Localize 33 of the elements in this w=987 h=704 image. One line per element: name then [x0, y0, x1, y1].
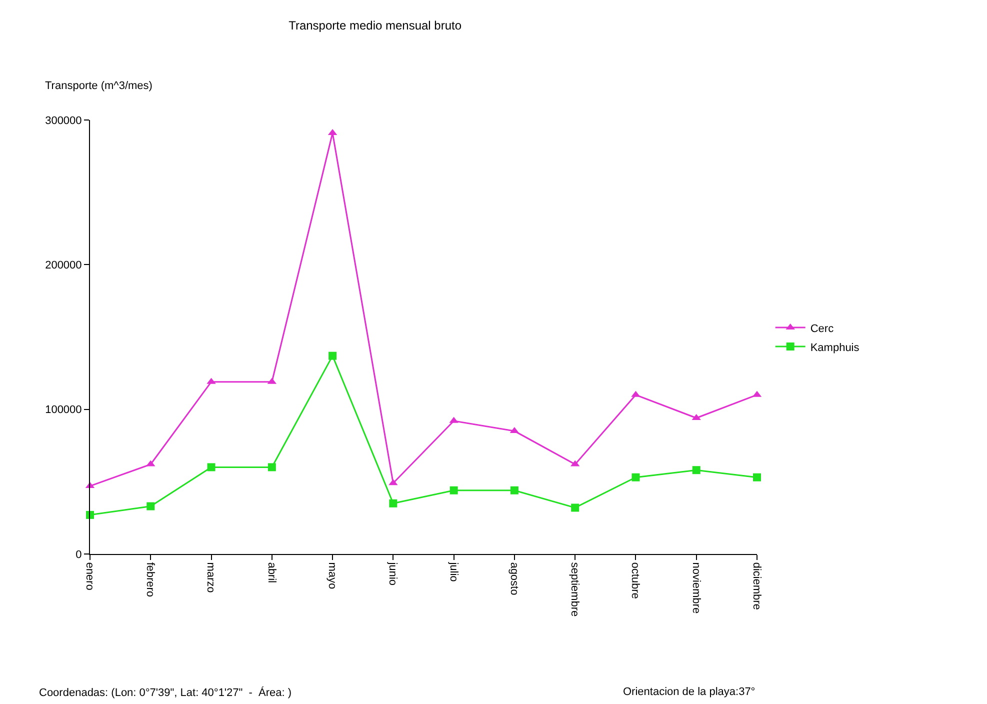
x-tick-label: diciembre [750, 562, 762, 610]
x-tick-label: marzo [204, 562, 217, 593]
point [632, 473, 640, 482]
x-tick-label: febrero [144, 562, 156, 598]
point [571, 504, 580, 512]
legend-label: Kamphuis [810, 342, 860, 354]
point [450, 486, 458, 494]
x-tick-label: julio [447, 561, 460, 582]
x-tick-label: septiembre [568, 562, 581, 617]
text: Coordenadas: (Lon: 0°7'39", Lat: 40°1'27" - Área: ) [39, 686, 292, 699]
x-tick-label: junio [386, 561, 399, 586]
legend-label: Cerc [810, 322, 834, 335]
y-tick-label: 100000 [45, 404, 82, 416]
x-tick-label: abril [265, 562, 278, 583]
point [692, 466, 700, 474]
y-tick-label: 0 [76, 548, 82, 561]
point [268, 463, 276, 472]
y-axis-title: Transporte (m^3/mes) [45, 80, 152, 92]
point [389, 499, 398, 508]
chart-title: Transporte medio mensual bruto [288, 18, 462, 33]
x-tick-label: agosto [508, 562, 520, 596]
point [510, 486, 518, 494]
point [146, 502, 155, 510]
y-tick-label: 300000 [45, 114, 82, 127]
x-tick-label: octubre [629, 562, 642, 599]
point [207, 463, 216, 472]
x-tick-label: mayo [326, 562, 338, 590]
x-tick-label: enero [83, 562, 96, 590]
point [753, 473, 761, 482]
x-tick-label: noviembre [690, 562, 702, 614]
y-tick-label: 200000 [45, 260, 82, 272]
text: Orientacion de la playa:37° [623, 686, 756, 698]
point [328, 352, 337, 360]
